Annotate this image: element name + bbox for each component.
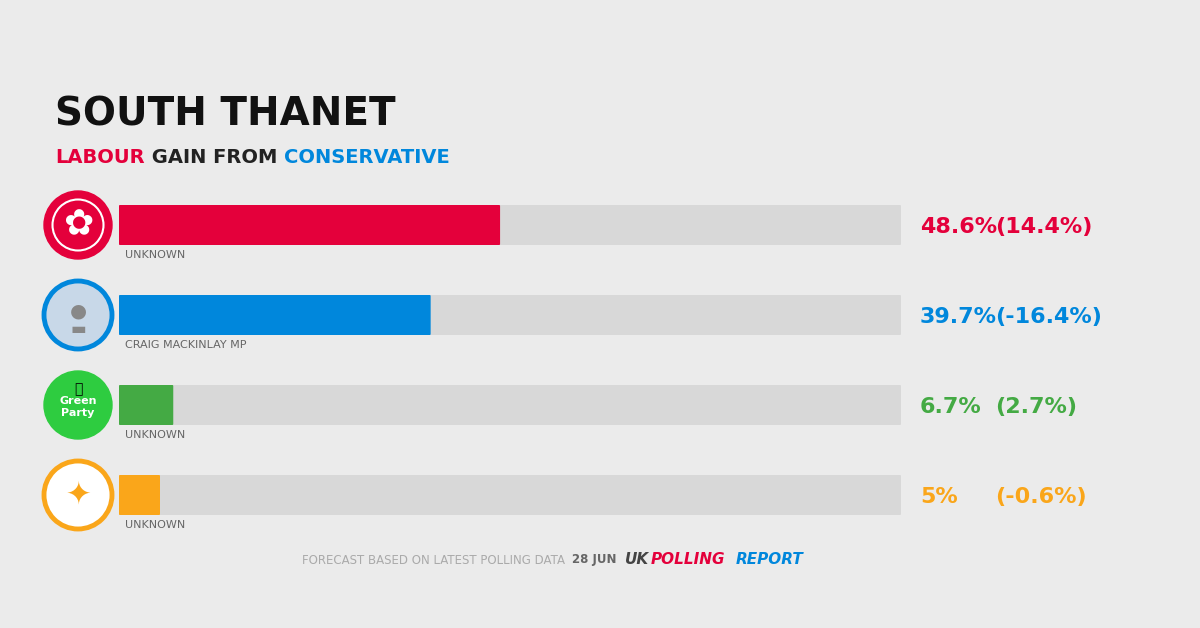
Circle shape [44, 281, 112, 349]
Text: 🌿: 🌿 [74, 382, 82, 396]
Circle shape [44, 191, 112, 259]
FancyBboxPatch shape [119, 205, 901, 245]
Text: UNKNOWN: UNKNOWN [125, 520, 185, 530]
Text: ✿: ✿ [62, 208, 94, 242]
Text: 39.7%: 39.7% [920, 307, 997, 327]
Text: LABOUR: LABOUR [55, 148, 145, 167]
Circle shape [44, 371, 112, 439]
Circle shape [44, 461, 112, 529]
Text: Party: Party [61, 408, 95, 418]
Text: SOUTH THANET: SOUTH THANET [55, 95, 396, 133]
Text: UNKNOWN: UNKNOWN [125, 430, 185, 440]
FancyBboxPatch shape [119, 295, 901, 335]
Text: UNKNOWN: UNKNOWN [125, 250, 185, 260]
Text: 28 JUN: 28 JUN [572, 553, 617, 566]
FancyBboxPatch shape [119, 475, 160, 515]
Text: (-0.6%): (-0.6%) [995, 487, 1087, 507]
Text: GAIN FROM: GAIN FROM [145, 148, 283, 167]
Text: 6.7%: 6.7% [920, 397, 982, 417]
Text: Green: Green [59, 396, 97, 406]
Text: CONSERVATIVE: CONSERVATIVE [283, 148, 450, 167]
FancyBboxPatch shape [119, 385, 173, 425]
FancyBboxPatch shape [119, 295, 431, 335]
Text: REPORT: REPORT [736, 553, 804, 568]
Text: 48.6%: 48.6% [920, 217, 997, 237]
Text: ▬: ▬ [70, 320, 86, 338]
Text: ✦: ✦ [65, 480, 91, 509]
Text: POLLING: POLLING [650, 553, 726, 568]
FancyBboxPatch shape [119, 205, 500, 245]
Text: CRAIG MACKINLAY MP: CRAIG MACKINLAY MP [125, 340, 246, 350]
FancyBboxPatch shape [119, 385, 901, 425]
Text: (14.4%): (14.4%) [995, 217, 1092, 237]
Text: 5%: 5% [920, 487, 958, 507]
Text: UK: UK [625, 553, 649, 568]
FancyBboxPatch shape [119, 475, 901, 515]
Text: (-16.4%): (-16.4%) [995, 307, 1102, 327]
Text: FORECAST BASED ON LATEST POLLING DATA: FORECAST BASED ON LATEST POLLING DATA [302, 553, 565, 566]
Text: (2.7%): (2.7%) [995, 397, 1078, 417]
Text: ●: ● [70, 301, 86, 320]
